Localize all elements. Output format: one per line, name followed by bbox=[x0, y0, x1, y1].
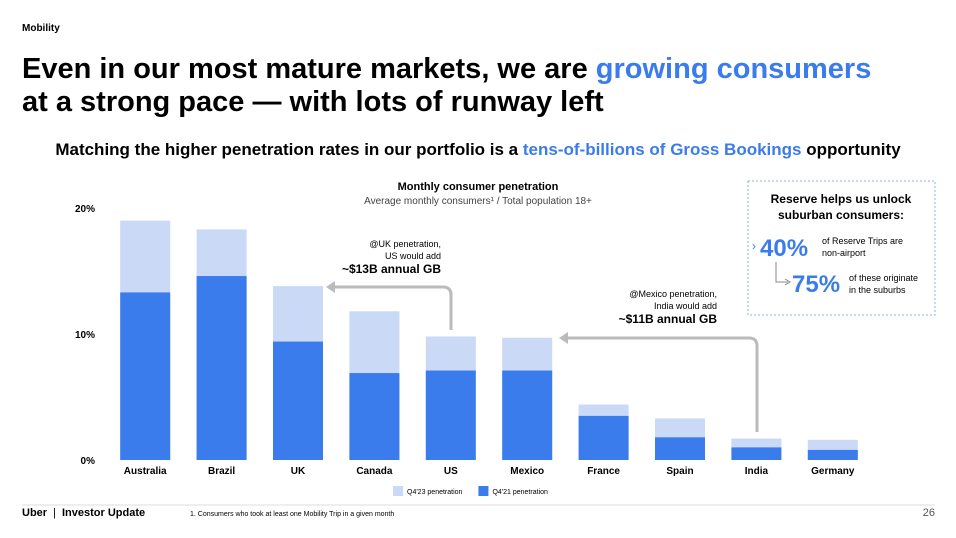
subtitle-text: Matching the higher penetration rates in… bbox=[55, 140, 523, 159]
y-tick-label: 20% bbox=[75, 204, 95, 215]
callout-text: in the suburbs bbox=[849, 285, 906, 295]
annotation-text: India would add bbox=[654, 301, 717, 311]
legend-swatch bbox=[393, 486, 403, 496]
callout-chevron: › bbox=[752, 239, 756, 253]
title: Even in our most mature markets, we are … bbox=[22, 53, 871, 85]
annotation-text: @Mexico penetration, bbox=[629, 289, 717, 299]
bar bbox=[578, 415, 629, 460]
x-tick-label: Australia bbox=[124, 466, 167, 477]
annotation-text: ~$11B annual GB bbox=[619, 312, 718, 326]
bar bbox=[273, 341, 323, 460]
annotation-text: @UK penetration, bbox=[369, 239, 441, 249]
callout-stat: 75% bbox=[792, 271, 840, 298]
bar bbox=[807, 449, 858, 460]
x-tick-label: US bbox=[444, 466, 458, 477]
callout-title: suburban consumers: bbox=[778, 208, 904, 222]
y-tick-label: 0% bbox=[81, 456, 96, 467]
footnote: 1. Consumers who took at least one Mobil… bbox=[190, 511, 394, 518]
legend-label: Q4'21 penetration bbox=[492, 489, 548, 496]
callout-connector bbox=[784, 278, 791, 286]
callout-text: of these originate bbox=[849, 273, 918, 283]
bar bbox=[196, 276, 247, 460]
chart-subtitle: Average monthly consumers¹ / Total popul… bbox=[364, 196, 592, 207]
callout-box bbox=[747, 180, 936, 316]
footer-brand: Uber bbox=[22, 507, 48, 519]
title-text: Even in our most mature markets, we are bbox=[22, 53, 596, 85]
bar bbox=[502, 370, 553, 460]
legend-label: Q4'23 penetration bbox=[407, 489, 463, 496]
legend-swatch bbox=[478, 486, 489, 496]
page-number: 26 bbox=[923, 507, 935, 519]
section-label: Mobility bbox=[22, 23, 60, 34]
x-tick-label: Spain bbox=[666, 466, 693, 477]
footer-label: Investor Update bbox=[62, 507, 145, 519]
y-tick-label: 10% bbox=[75, 330, 95, 341]
x-tick-label: Brazil bbox=[208, 466, 235, 477]
callout-connector bbox=[775, 262, 788, 283]
plot: 0% 10% 20% Australia Brazil UK Canada US Mexico F… bbox=[75, 204, 858, 496]
annotation-arrow bbox=[330, 285, 453, 330]
title: at a strong pace — with lots of runway l… bbox=[22, 86, 604, 118]
chart-title: Monthly consumer penetration bbox=[398, 181, 559, 193]
annotation-arrowhead bbox=[326, 281, 335, 293]
annotation-text: ~$13B annual GB bbox=[342, 262, 441, 276]
callout-stat: 40% bbox=[760, 235, 808, 262]
callout-title: Reserve helps us unlock bbox=[771, 192, 912, 206]
annotation-text: US would add bbox=[385, 251, 441, 261]
bar bbox=[731, 447, 782, 460]
x-tick-label: Germany bbox=[811, 466, 855, 477]
subtitle-text: opportunity bbox=[802, 140, 902, 159]
title-highlight: growing consumers bbox=[596, 53, 872, 85]
callout-text: non-airport bbox=[822, 248, 866, 258]
bar bbox=[425, 370, 476, 460]
bar bbox=[655, 437, 705, 460]
annotation-arrow bbox=[563, 336, 759, 432]
x-tick-label: Mexico bbox=[510, 466, 544, 477]
bar bbox=[349, 373, 400, 460]
x-tick-label: India bbox=[745, 466, 769, 477]
x-tick-label: Canada bbox=[356, 466, 393, 477]
callout-text: of Reserve Trips are bbox=[822, 236, 903, 246]
x-tick-label: France bbox=[587, 466, 620, 477]
x-tick-label: UK bbox=[291, 466, 306, 477]
subtitle-highlight: tens-of-billions of Gross Bookings bbox=[523, 140, 802, 159]
footer-separator: | bbox=[53, 507, 56, 519]
bar bbox=[120, 292, 171, 460]
subtitle: Matching the higher penetration rates in… bbox=[55, 140, 901, 159]
annotation-arrowhead bbox=[559, 332, 568, 344]
